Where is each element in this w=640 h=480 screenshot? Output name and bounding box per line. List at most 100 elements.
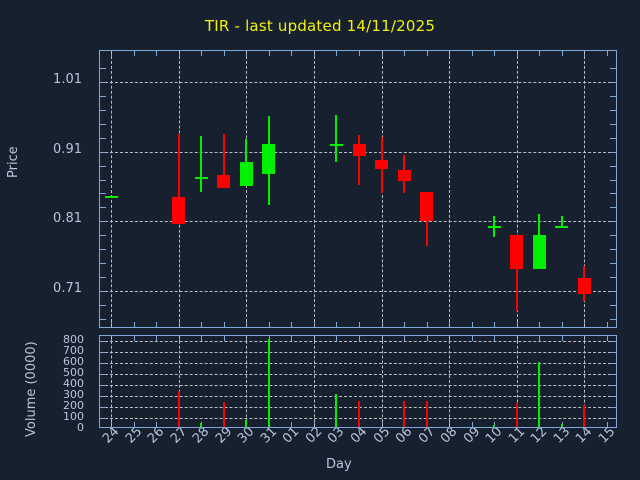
- price-axis-tick: [610, 179, 616, 181]
- price-axis-tick: [100, 151, 106, 153]
- volume-tick-label: 800: [63, 333, 84, 347]
- candle-body: [262, 144, 276, 174]
- price-axis-tick: [610, 137, 616, 139]
- price-tick-label: 1.01: [53, 72, 82, 88]
- volume-bar: [200, 423, 203, 427]
- volume-axis-tick: [471, 336, 473, 341]
- price-axis-tick: [561, 51, 563, 56]
- volume-tick-label: 200: [63, 399, 84, 413]
- volume-axis-tick: [100, 418, 106, 420]
- price-axis-tick: [100, 221, 106, 223]
- volume-bar: [493, 424, 496, 427]
- price-axis-tick: [133, 322, 135, 327]
- price-axis-tick: [359, 51, 360, 56]
- volume-plot-area: [99, 335, 617, 428]
- volume-gridline: [100, 385, 616, 387]
- volume-axis-tick: [100, 374, 106, 376]
- volume-gridline: [178, 336, 180, 427]
- volume-gridline: [100, 341, 616, 343]
- volume-axis-tick: [539, 336, 541, 341]
- volume-tick-label: 600: [63, 355, 84, 369]
- price-gridline: [246, 51, 248, 327]
- price-axis-tick: [223, 51, 225, 56]
- candle-body: [577, 278, 591, 295]
- price-axis-tick: [100, 318, 106, 320]
- price-axis-tick: [268, 51, 270, 56]
- price-axis-tick: [610, 262, 616, 264]
- price-axis-tick: [100, 249, 106, 251]
- price-axis-tick: [610, 165, 616, 167]
- price-axis-tick: [100, 290, 106, 292]
- price-gridline: [100, 221, 616, 223]
- volume-bar: [538, 362, 541, 427]
- price-axis-tick: [471, 322, 473, 327]
- volume-axis-tick: [201, 336, 203, 341]
- volume-gridline: [313, 336, 315, 427]
- volume-axis-tick: [404, 336, 406, 341]
- volume-axis-tick: [100, 385, 106, 387]
- volume-axis-tick: [336, 336, 338, 341]
- volume-gridline: [100, 396, 616, 398]
- volume-axis-tick: [471, 422, 473, 427]
- volume-tick-label: 0: [77, 421, 84, 434]
- price-axis-tick: [610, 276, 616, 278]
- page-title: TIR - last updated 14/11/2025: [204, 17, 436, 35]
- price-axis-tick: [336, 51, 338, 56]
- price-axis-tick: [610, 123, 616, 125]
- price-axis-tick: [426, 51, 428, 56]
- volume-bar: [222, 401, 225, 427]
- price-axis-tick: [610, 68, 616, 70]
- candle-wick: [335, 114, 338, 162]
- volume-axis-tick: [610, 374, 616, 376]
- price-axis-tick: [610, 82, 616, 84]
- volume-axis-tick: [610, 363, 616, 365]
- candle-body: [420, 192, 434, 222]
- candle-body: [104, 196, 118, 199]
- price-axis-tick: [610, 221, 616, 223]
- volume-axis-tick: [610, 385, 616, 387]
- price-axis-tick: [539, 51, 541, 56]
- price-axis-tick: [494, 322, 496, 327]
- volume-tick-label: 500: [63, 366, 84, 380]
- volume-axis-tick: [606, 422, 608, 427]
- price-axis-tick: [100, 165, 106, 167]
- price-tick-label: 0.81: [53, 211, 82, 227]
- price-axis-tick: [610, 151, 616, 153]
- candle-wick: [515, 235, 518, 311]
- volume-tick-label: 300: [63, 388, 84, 402]
- volume-gridline: [111, 336, 113, 427]
- candle-body: [555, 226, 569, 229]
- price-axis-tick: [561, 322, 563, 327]
- price-axis-tick: [471, 51, 473, 56]
- price-axis-tick: [610, 249, 616, 251]
- candle-body: [239, 162, 253, 186]
- price-gridline: [313, 51, 315, 327]
- price-axis-tick: [100, 262, 106, 264]
- volume-axis-tick: [291, 336, 293, 341]
- volume-axis-tick: [426, 336, 428, 341]
- price-axis-tick: [100, 179, 106, 181]
- price-axis-tick: [404, 51, 406, 56]
- volume-bar: [515, 403, 518, 427]
- price-axis-tick: [100, 235, 106, 237]
- price-gridline: [100, 290, 616, 292]
- candle-body: [532, 235, 546, 269]
- volume-bar: [267, 339, 270, 427]
- volume-bar: [358, 400, 360, 427]
- price-axis-tick: [100, 304, 106, 306]
- candle-wick: [222, 134, 225, 188]
- price-axis-tick: [201, 51, 203, 56]
- price-axis-tick: [610, 110, 616, 112]
- price-axis-tick: [100, 207, 106, 209]
- price-axis-tick: [610, 290, 616, 292]
- volume-gridline: [381, 336, 383, 427]
- price-axis-tick: [156, 51, 158, 56]
- price-axis-tick: [426, 322, 428, 327]
- price-axis-tick: [100, 123, 106, 125]
- volume-axis-tick: [561, 336, 563, 341]
- volume-axis-tick: [291, 422, 293, 427]
- price-tick-label: 0.71: [53, 280, 82, 296]
- volume-bar: [403, 400, 406, 427]
- price-axis-tick: [100, 96, 106, 98]
